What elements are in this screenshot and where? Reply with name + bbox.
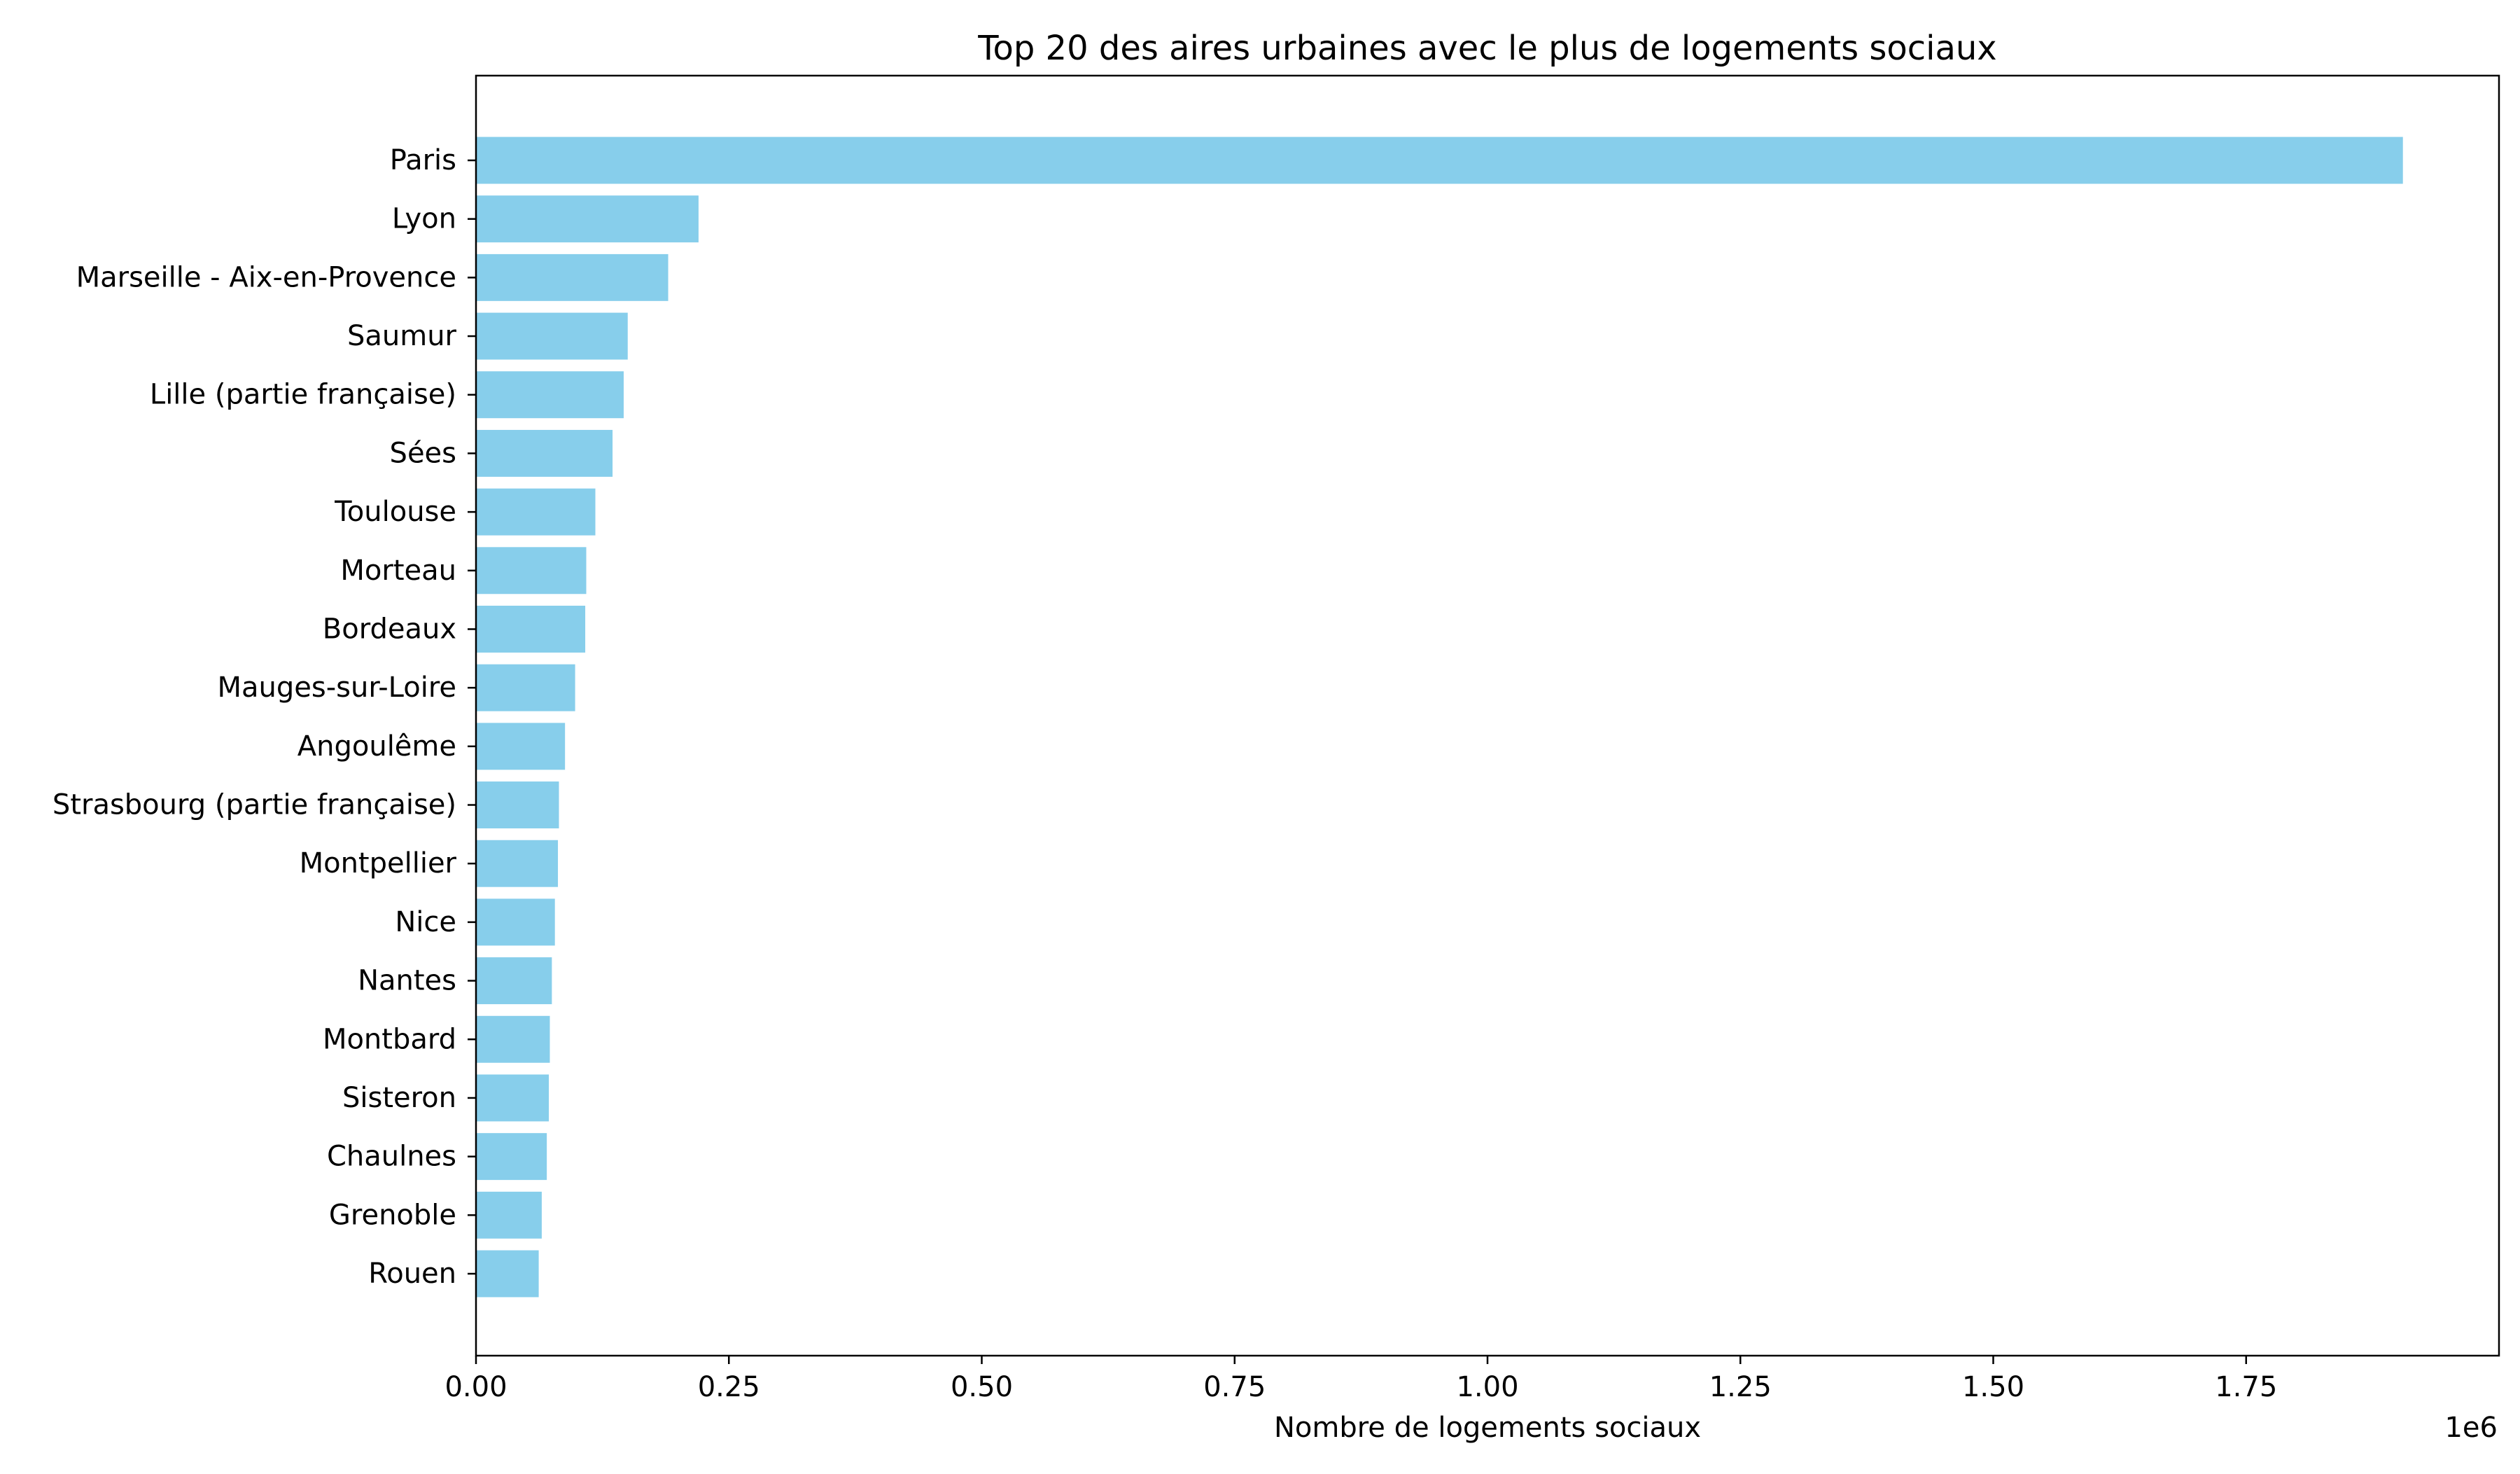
y-tick-label: Montbard [323, 1023, 456, 1055]
bar [476, 840, 559, 887]
bar [476, 664, 575, 711]
y-tick-label: Sées [390, 437, 456, 469]
y-tick-label: Nice [395, 906, 456, 938]
x-tick-label: 0.25 [698, 1371, 760, 1403]
y-tick-label: Saumur [347, 320, 457, 352]
x-axis: 0.00 0.25 0.50 0.75 1.00 1.25 1.50 1.75 [444, 1356, 2277, 1403]
y-axis: Paris Lyon Marseille - Aix-en-Provence Saum… [52, 144, 476, 1290]
bar [476, 723, 566, 770]
y-tick-label: Strasbourg (partie française) [52, 789, 456, 821]
bars-layer [476, 137, 2403, 1298]
x-tick-label: 0.75 [1203, 1371, 1266, 1403]
bar [476, 1015, 550, 1063]
y-tick-label: Lille (partie française) [150, 379, 456, 411]
bar [476, 1250, 539, 1298]
bar [476, 429, 613, 477]
bar [476, 371, 624, 419]
bar [476, 1191, 542, 1239]
bar [476, 312, 628, 360]
bar [476, 898, 555, 946]
y-tick-label: Lyon [392, 203, 456, 235]
x-tick-label: 0.00 [444, 1371, 507, 1403]
x-tick-label: 1.00 [1456, 1371, 1518, 1403]
y-tick-label: Chaulnes [327, 1141, 456, 1173]
bar [476, 1133, 547, 1181]
y-tick-label: Mauges-sur-Loire [217, 672, 456, 704]
y-tick-label: Morteau [340, 555, 456, 587]
bar [476, 488, 596, 536]
y-tick-label: Nantes [358, 965, 456, 997]
y-tick-label: Montpellier [300, 847, 457, 879]
y-tick-label: Bordeaux [323, 613, 456, 645]
bar [476, 957, 552, 1005]
bar [476, 1074, 550, 1122]
x-tick-label: 0.50 [951, 1371, 1013, 1403]
bar [476, 606, 586, 653]
y-tick-label: Toulouse [334, 496, 456, 528]
y-tick-label: Paris [390, 144, 456, 176]
x-tick-label: 1.25 [1709, 1371, 1772, 1403]
x-tick-label: 1.50 [1962, 1371, 2024, 1403]
x-tick-label: 1.75 [2215, 1371, 2277, 1403]
y-tick-label: Marseille - Aix-en-Provence [76, 261, 456, 293]
bar [476, 781, 559, 828]
y-tick-label: Sisteron [342, 1082, 456, 1114]
y-tick-label: Angoulême [298, 730, 456, 763]
y-tick-label: Grenoble [329, 1199, 456, 1231]
x-axis-label: Nombre de logements sociaux [1274, 1412, 1701, 1444]
bar [476, 137, 2403, 184]
chart-title: Top 20 des aires urbaines avec le plus d… [977, 29, 1996, 68]
bar [476, 547, 587, 595]
bar [476, 253, 668, 301]
y-tick-label: Rouen [368, 1258, 456, 1290]
bar [476, 195, 699, 243]
plot-frame [475, 74, 2500, 1357]
x-axis-offset-label: 1e6 [2444, 1412, 2498, 1444]
